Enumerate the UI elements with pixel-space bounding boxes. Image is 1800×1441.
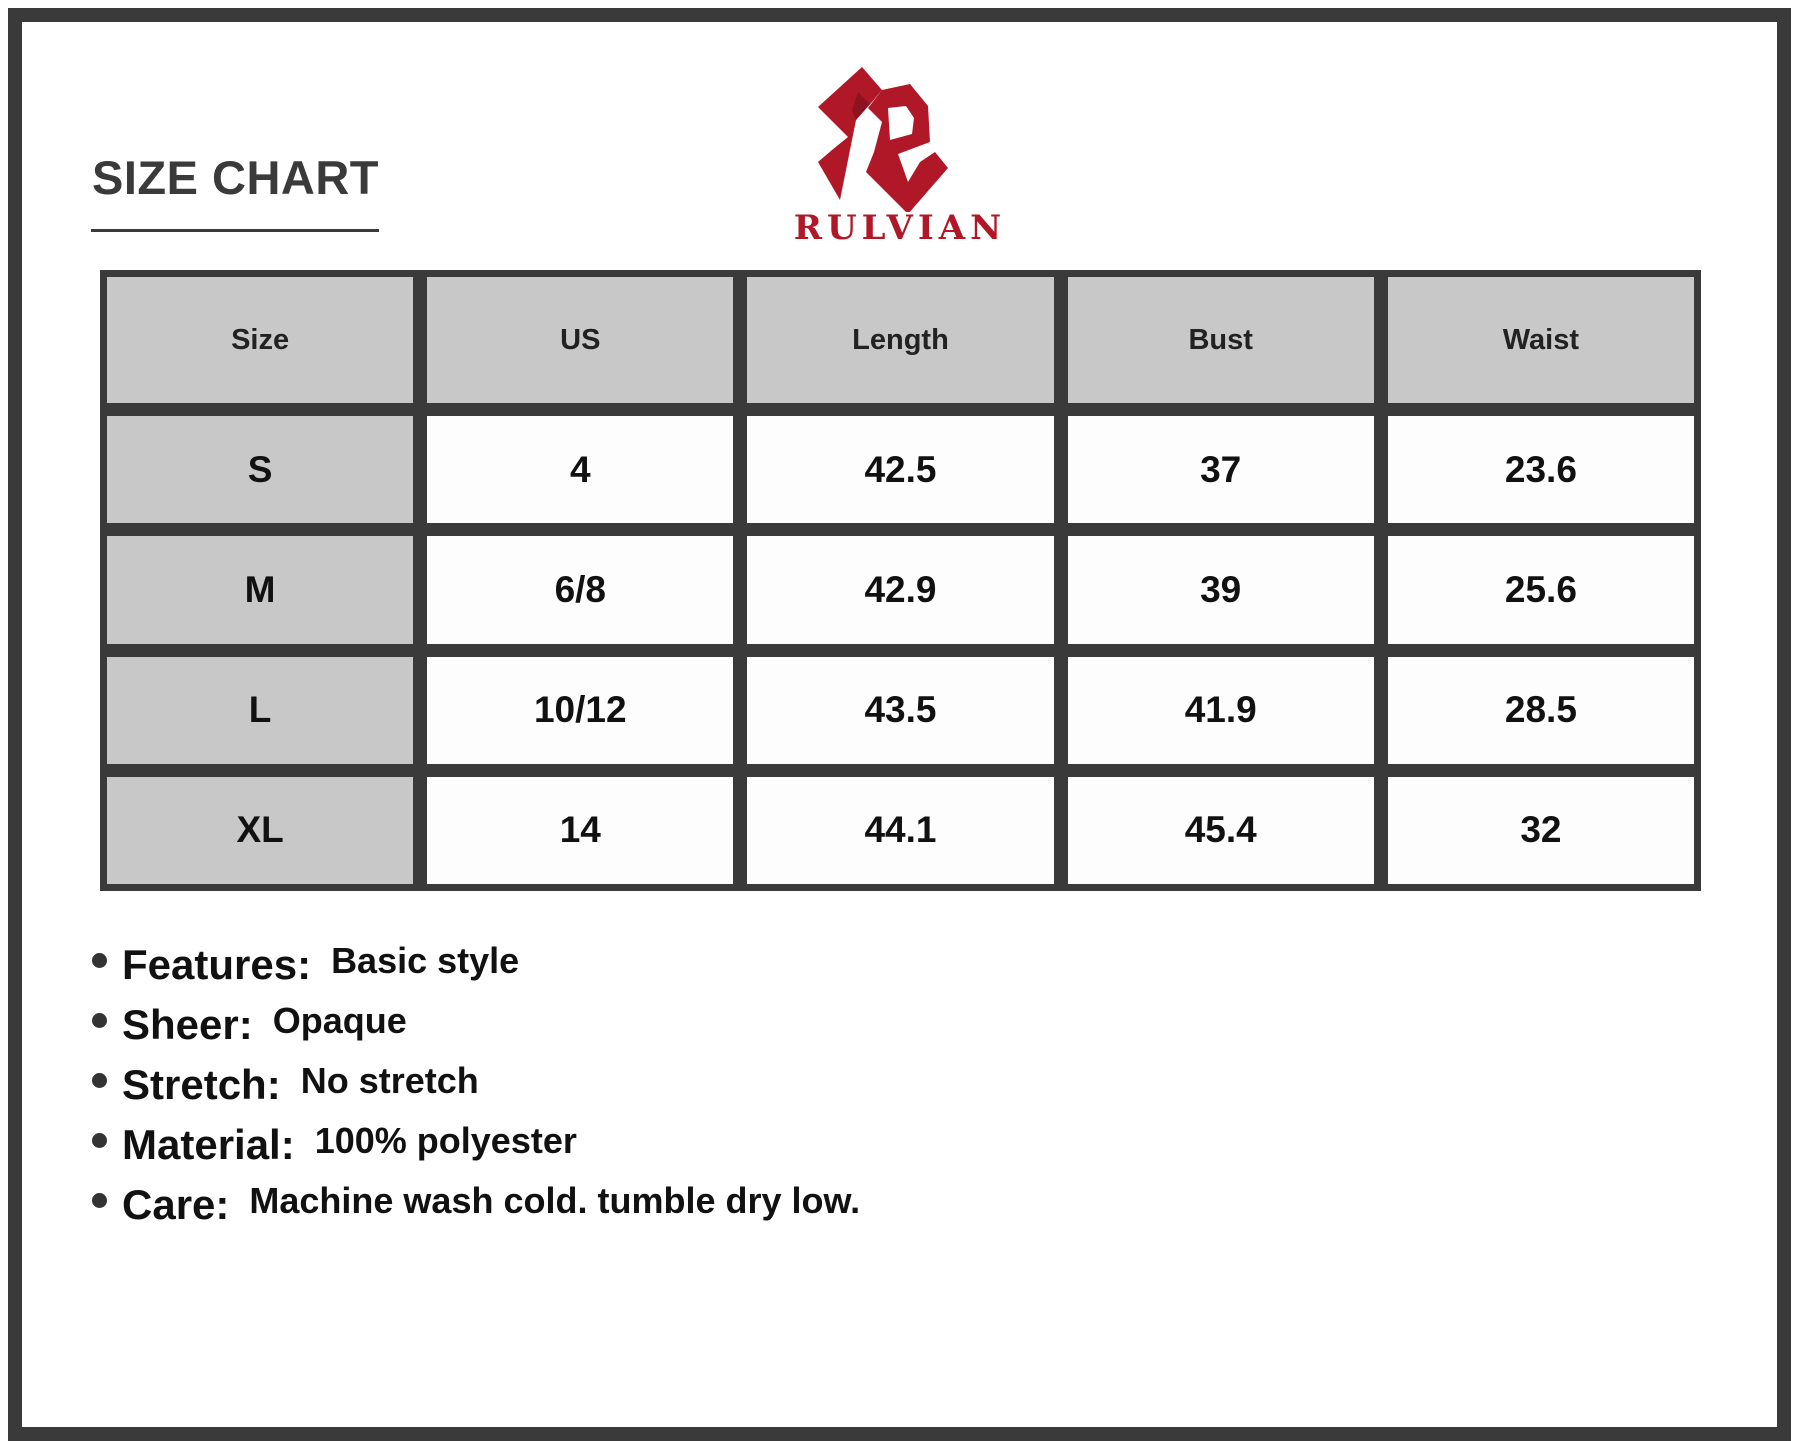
feature-item: Sheer: Opaque <box>92 995 860 1055</box>
feature-label: Care: <box>122 1181 230 1228</box>
row-l-bust: 41.9 <box>1067 656 1374 764</box>
bullet-icon <box>92 1192 107 1208</box>
row-xl-bust: 45.4 <box>1067 776 1374 884</box>
row-m-us: 6/8 <box>427 536 734 644</box>
header-length: Length <box>747 277 1054 403</box>
bullet-icon <box>92 1072 107 1088</box>
brand-logo: RULVIAN <box>770 62 1030 252</box>
row-m-length: 42.9 <box>747 536 1054 644</box>
row-xl-length: 44.1 <box>747 776 1054 884</box>
title-underline <box>91 229 379 232</box>
feature-value: Basic style <box>331 940 520 981</box>
header-size: Size <box>107 277 414 403</box>
row-l-waist: 28.5 <box>1387 656 1694 764</box>
row-l-size: L <box>107 656 414 764</box>
row-m-size: M <box>107 536 414 644</box>
row-s-us: 4 <box>427 416 734 524</box>
row-s-size: S <box>107 416 414 524</box>
bullet-icon <box>92 952 107 968</box>
row-xl-size: XL <box>107 776 414 884</box>
feature-label: Stretch: <box>122 1061 281 1108</box>
feature-value: Machine wash cold. tumble dry low. <box>249 1180 861 1221</box>
feature-item: Features: Basic style <box>92 935 860 995</box>
header-waist: Waist <box>1387 277 1694 403</box>
feature-item: Stretch: No stretch <box>92 1055 860 1115</box>
size-table: Size US Length Bust Waist S 4 42.5 37 23… <box>100 270 1701 891</box>
brand-name: RULVIAN <box>793 208 1007 248</box>
row-xl-us: 14 <box>427 776 734 884</box>
bullet-icon <box>92 1012 107 1028</box>
feature-label: Sheer: <box>122 1001 253 1048</box>
header-bust: Bust <box>1067 277 1374 403</box>
row-s-bust: 37 <box>1067 416 1374 524</box>
row-l-length: 43.5 <box>747 656 1054 764</box>
feature-value: No stretch <box>300 1060 479 1101</box>
page-title: SIZE CHART <box>92 151 379 204</box>
header-us: US <box>427 277 734 403</box>
row-s-waist: 23.6 <box>1387 416 1694 524</box>
row-l-us: 10/12 <box>427 656 734 764</box>
feature-value: 100% polyester <box>314 1120 577 1161</box>
feature-list: Features: Basic style Sheer: Opaque Stre… <box>92 935 860 1235</box>
row-m-bust: 39 <box>1067 536 1374 644</box>
feature-item: Material: 100% polyester <box>92 1115 860 1175</box>
feature-value: Opaque <box>272 1000 407 1041</box>
row-m-waist: 25.6 <box>1387 536 1694 644</box>
feature-label: Features: <box>122 941 312 988</box>
feature-label: Material: <box>122 1121 295 1168</box>
brand-r-mark-icon <box>818 67 948 214</box>
feature-item: Care: Machine wash cold. tumble dry low. <box>92 1175 860 1235</box>
row-xl-waist: 32 <box>1387 776 1694 884</box>
bullet-icon <box>92 1132 107 1148</box>
row-s-length: 42.5 <box>747 416 1054 524</box>
